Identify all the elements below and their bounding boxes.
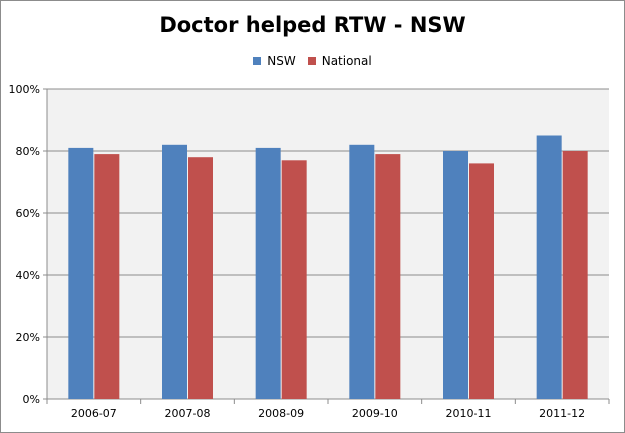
x-tick-label: 2009-10 [352, 407, 398, 420]
y-tick-label: 100% [9, 83, 40, 96]
x-tick-label: 2007-08 [165, 407, 211, 420]
bar-national-2010-11 [469, 163, 494, 399]
bar-nsw-2011-12 [536, 135, 562, 399]
bar-nsw-2006-07 [68, 147, 94, 399]
x-tick-label: 2008-09 [258, 407, 304, 420]
bar-nsw-2008-09 [255, 147, 281, 399]
y-tick-label: 80% [16, 145, 40, 158]
bar-nsw-2010-11 [443, 151, 468, 399]
chart-title: Doctor helped RTW - NSW [159, 13, 466, 37]
legend-item-nsw: NSW [253, 54, 296, 68]
bar-nsw-2007-08 [162, 144, 187, 399]
x-tick-label: 2010-11 [446, 407, 492, 420]
bar-nsw-2009-10 [349, 144, 375, 399]
legend-swatch-nsw [253, 57, 262, 65]
bar-national-2011-12 [562, 151, 588, 399]
x-tick-label: 2011-12 [539, 407, 585, 420]
y-tick-label: 20% [16, 331, 40, 344]
legend-swatch-national [307, 57, 316, 65]
y-tick-label: 0% [23, 393, 40, 406]
bar-national-2009-10 [375, 154, 401, 399]
bar-national-2007-08 [188, 157, 213, 399]
legend-label-nsw: NSW [267, 54, 296, 68]
bar-national-2006-07 [94, 154, 120, 399]
plot-area [47, 89, 609, 399]
legend-item-national: National [307, 54, 372, 68]
chart-legend: NSW National [1, 54, 624, 68]
bar-national-2008-09 [281, 160, 307, 399]
y-tick-label: 60% [16, 207, 40, 220]
legend-label-national: National [321, 54, 372, 68]
y-tick-label: 40% [16, 269, 40, 282]
x-tick-label: 2006-07 [71, 407, 117, 420]
